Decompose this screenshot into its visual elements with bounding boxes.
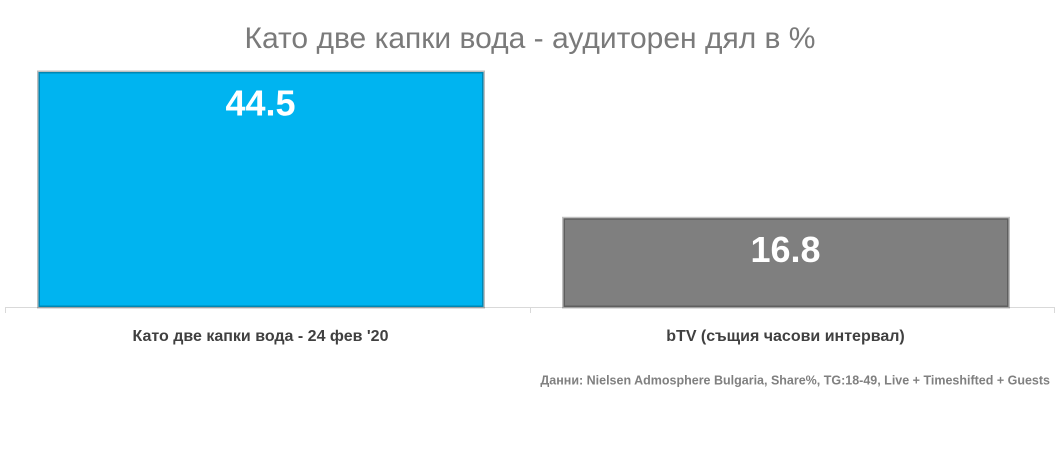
bar	[37, 70, 485, 309]
chart-title: Като две капки вода - аудиторен дял в %	[245, 22, 816, 55]
x-tick-label: bTV (същия часови интервал)	[666, 328, 904, 345]
bar	[562, 216, 1010, 309]
data-label: 44.5	[225, 83, 295, 124]
source-note: Данни: Nielsen Admosphere Bulgaria, Shar…	[540, 373, 1050, 387]
x-tick-label: Като две капки вода - 24 фев '20	[133, 328, 389, 345]
data-label: 16.8	[750, 229, 820, 270]
